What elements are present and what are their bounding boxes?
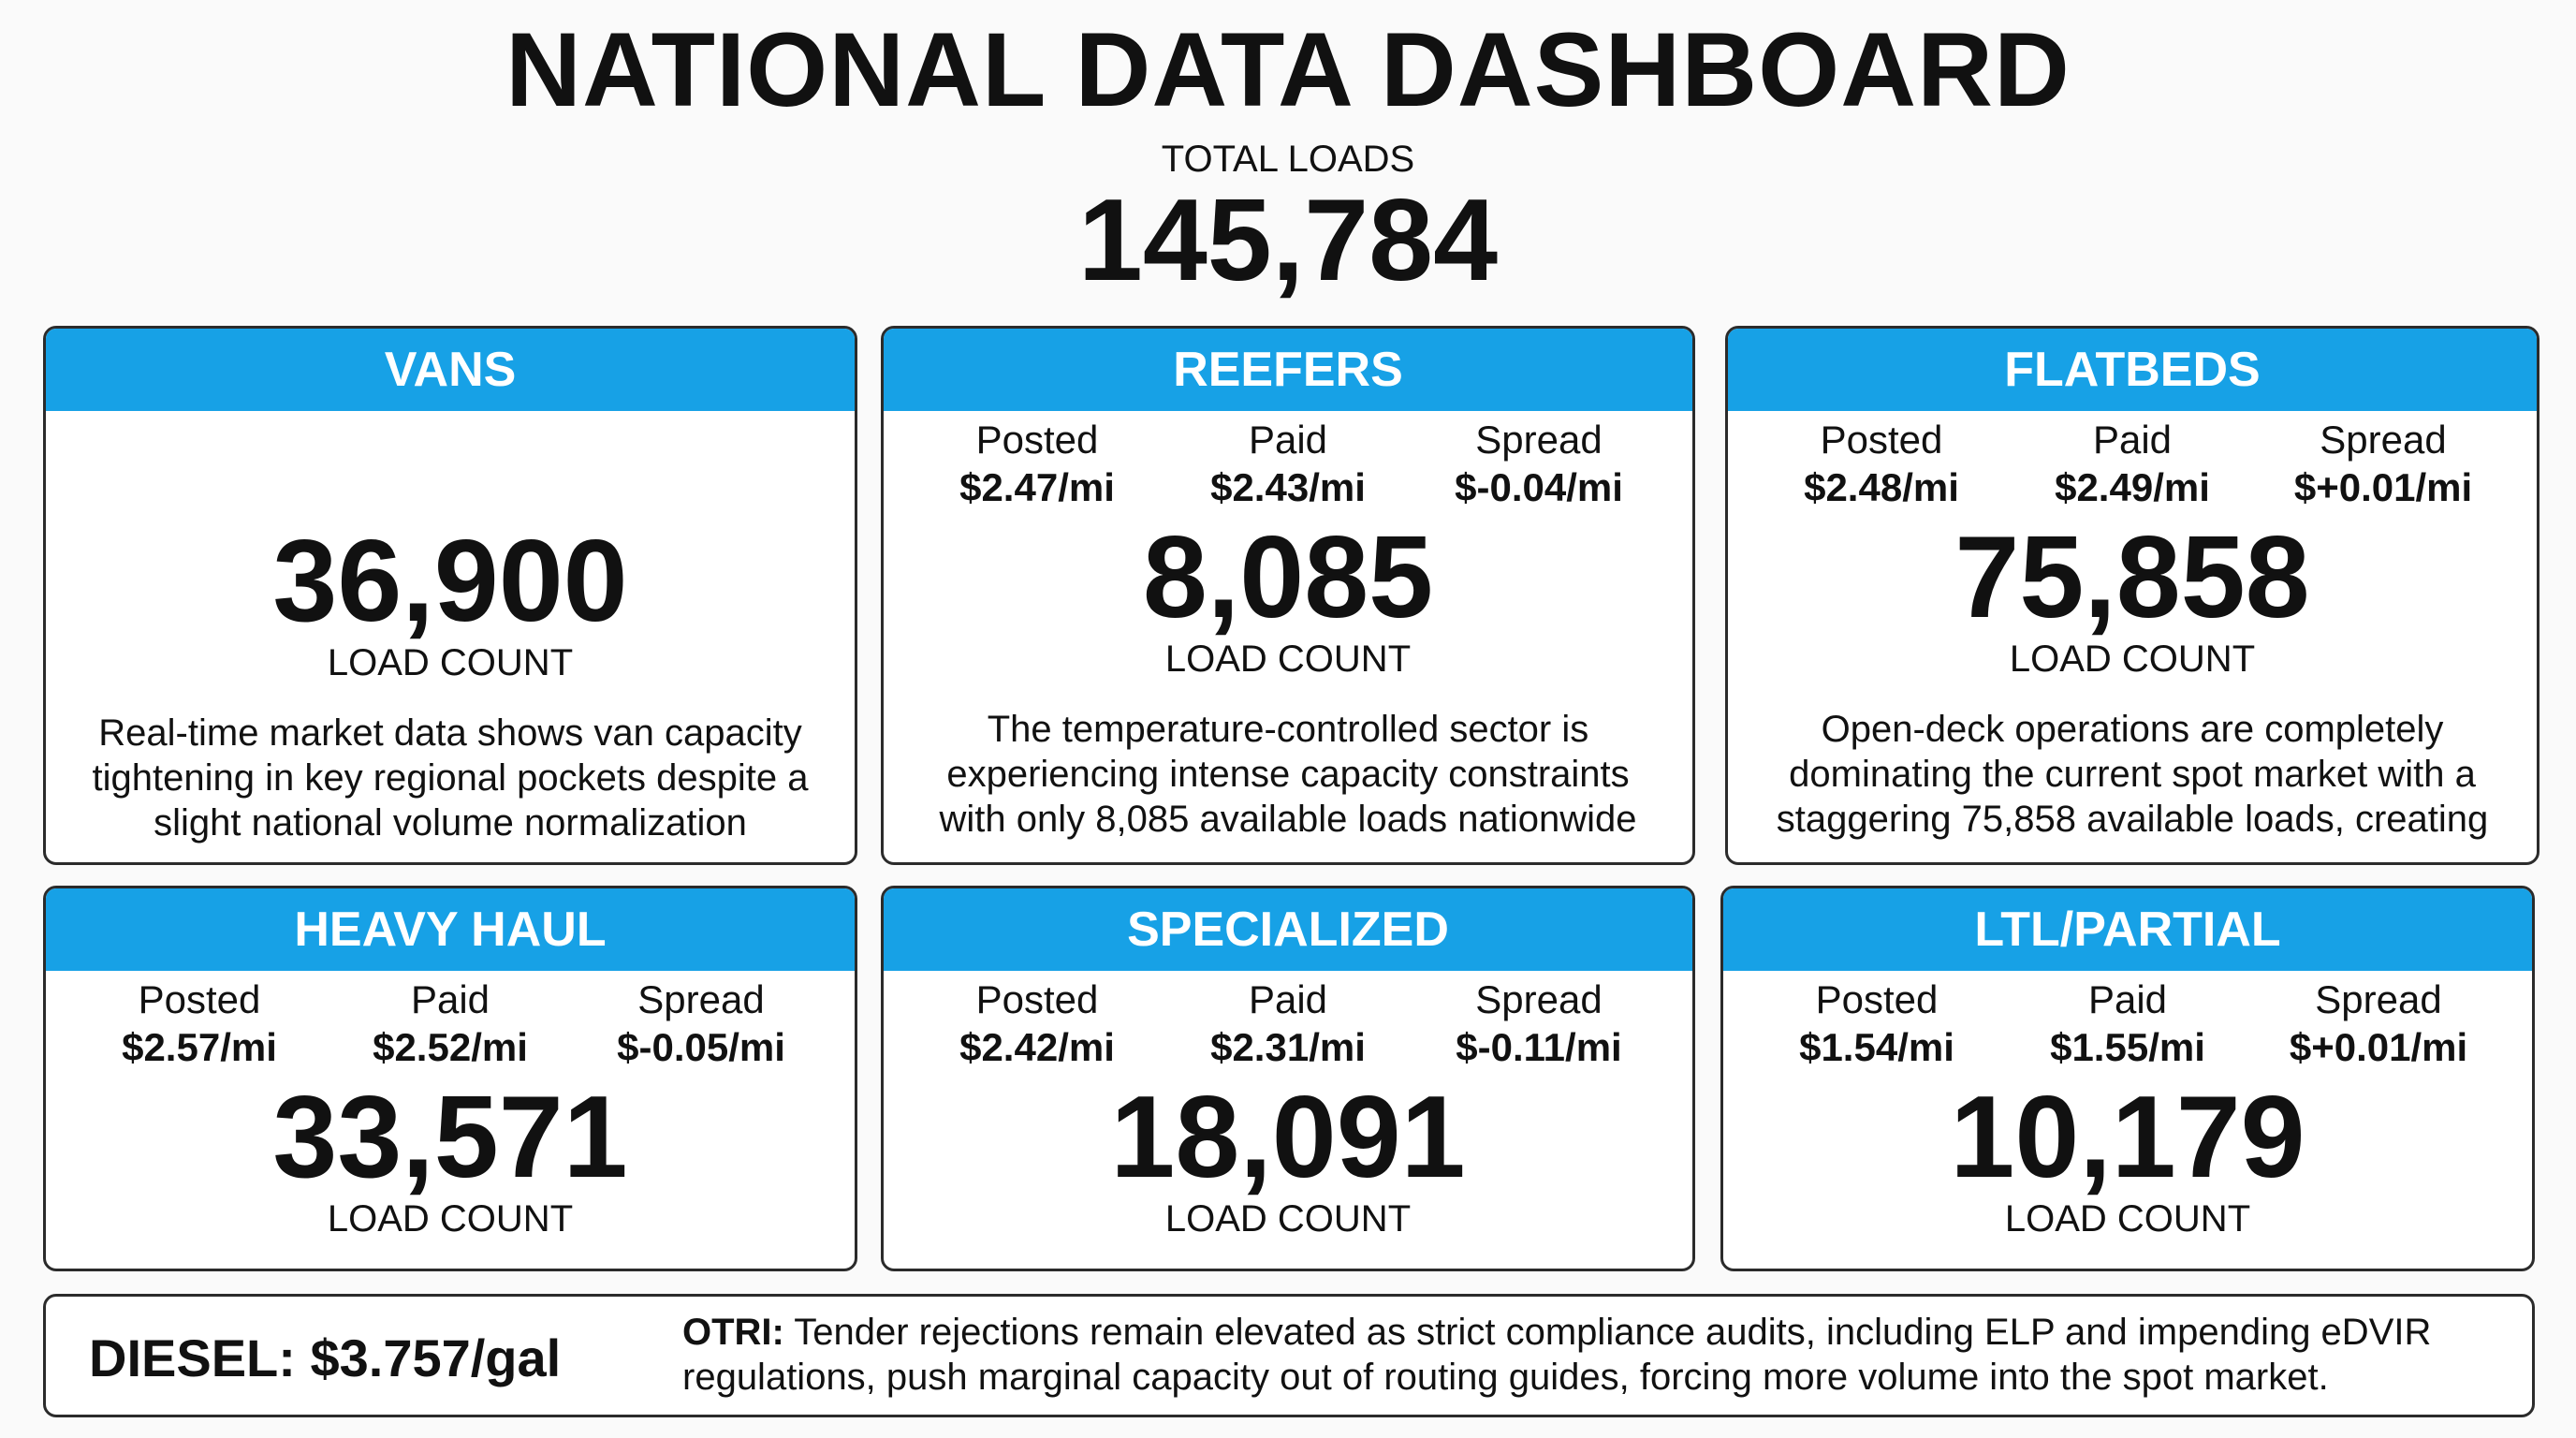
card-vans-count-label: LOAD COUNT [327, 642, 574, 683]
card-reefers-title: REEFERS [884, 329, 1692, 411]
total-loads-label: TOTAL LOADS [1161, 139, 1415, 180]
spread-stat: Spread $+0.01/mi [2259, 417, 2507, 514]
paid-label: Paid [2087, 977, 2168, 1021]
paid-value: $2.43/mi [1210, 465, 1366, 509]
card-flatbeds-title: FLATBEDS [1728, 329, 2537, 411]
posted-value: $1.54/mi [1799, 1025, 1954, 1069]
posted-value: $2.42/mi [959, 1025, 1115, 1069]
card-specialized-count-label: LOAD COUNT [1164, 1198, 1412, 1240]
spread-stat: Spread $-0.04/mi [1414, 417, 1662, 514]
spread-label: Spread [2315, 977, 2442, 1021]
spread-stat: Spread $-0.11/mi [1414, 976, 1662, 1074]
paid-value: $2.49/mi [2055, 465, 2210, 509]
otri-note: OTRI: Tender rejections remain elevated … [682, 1310, 2498, 1400]
card-reefers-description: The temperature-controlled sector is exp… [939, 709, 1637, 840]
posted-stat: Posted $2.48/mi [1757, 417, 2005, 514]
spread-value: $-0.04/mi [1455, 465, 1623, 509]
spread-label: Spread [637, 977, 765, 1021]
posted-label: Posted [975, 977, 1099, 1021]
paid-stat: Paid $2.49/mi [2008, 417, 2256, 514]
otri-label: OTRI: [682, 1312, 784, 1353]
otri-text: Tender rejections remain elevated as str… [682, 1312, 2432, 1398]
posted-label: Posted [138, 977, 261, 1021]
spread-label: Spread [1475, 418, 1603, 462]
footer-panel: DIESEL: $3.757/gal OTRI: Tender rejectio… [43, 1294, 2535, 1417]
posted-label: Posted [1815, 977, 1939, 1021]
spread-value: $-0.05/mi [617, 1025, 785, 1069]
paid-value: $1.55/mi [2050, 1025, 2205, 1069]
card-reefers-count: 8,085 [1142, 513, 1434, 642]
card-vans-title: VANS [46, 329, 855, 411]
paid-stat: Paid $2.52/mi [326, 976, 574, 1074]
posted-stat: Posted $2.57/mi [75, 976, 323, 1074]
card-flatbeds: FLATBEDS Posted $2.48/mi Paid $2.49/mi S… [1725, 326, 2539, 865]
card-ltl-partial-count-label: LOAD COUNT [2004, 1198, 2251, 1240]
paid-label: Paid [2092, 418, 2173, 462]
card-reefers: REEFERS Posted $2.47/mi Paid $2.43/mi Sp… [881, 326, 1695, 865]
card-reefers-stats: Posted $2.47/mi Paid $2.43/mi Spread $-0… [884, 411, 1692, 514]
card-specialized: SPECIALIZED Posted $2.42/mi Paid $2.31/m… [881, 886, 1695, 1271]
card-ltl-partial-count: 10,179 [1950, 1073, 2305, 1202]
spread-label: Spread [1475, 977, 1603, 1021]
card-specialized-stats: Posted $2.42/mi Paid $2.31/mi Spread $-0… [884, 971, 1692, 1074]
paid-stat: Paid $1.55/mi [2003, 976, 2251, 1074]
card-specialized-count: 18,091 [1110, 1073, 1466, 1202]
spread-value: $+0.01/mi [2293, 465, 2473, 509]
dashboard-title: NATIONAL DATA DASHBOARD [505, 11, 2071, 128]
card-heavy-haul-count-label: LOAD COUNT [327, 1198, 574, 1240]
card-vans-count: 36,900 [272, 517, 628, 646]
posted-stat: Posted $2.47/mi [913, 417, 1161, 514]
paid-stat: Paid $2.31/mi [1164, 976, 1412, 1074]
spread-label: Spread [2320, 418, 2447, 462]
card-vans-description: Real-time market data shows van capacity… [92, 712, 809, 844]
paid-value: $2.52/mi [373, 1025, 528, 1069]
diesel-price: DIESEL: $3.757/gal [89, 1328, 562, 1387]
paid-label: Paid [410, 977, 490, 1021]
card-flatbeds-description: Open-deck operations are completely domi… [1776, 709, 2489, 840]
card-ltl-partial-stats: Posted $1.54/mi Paid $1.55/mi Spread $+0… [1723, 971, 2532, 1074]
posted-stat: Posted $1.54/mi [1752, 976, 2000, 1074]
card-heavy-haul: HEAVY HAUL Posted $2.57/mi Paid $2.52/mi… [43, 886, 857, 1271]
card-ltl-partial-title: LTL/PARTIAL [1723, 888, 2532, 971]
paid-stat: Paid $2.43/mi [1164, 417, 1412, 514]
card-vans: VANS 36,900 LOAD COUNT Real-time market … [43, 326, 857, 865]
card-heavy-haul-count: 33,571 [272, 1073, 628, 1202]
posted-label: Posted [975, 418, 1099, 462]
posted-value: $2.48/mi [1804, 465, 1959, 509]
card-flatbeds-count: 75,858 [1954, 513, 2310, 642]
posted-value: $2.47/mi [959, 465, 1115, 509]
posted-label: Posted [1820, 418, 1943, 462]
card-flatbeds-stats: Posted $2.48/mi Paid $2.49/mi Spread $+0… [1728, 411, 2537, 514]
card-heavy-haul-title: HEAVY HAUL [46, 888, 855, 971]
card-heavy-haul-stats: Posted $2.57/mi Paid $2.52/mi Spread $-0… [46, 971, 855, 1074]
card-flatbeds-count-label: LOAD COUNT [2009, 638, 2256, 680]
paid-value: $2.31/mi [1210, 1025, 1366, 1069]
card-reefers-count-label: LOAD COUNT [1164, 638, 1412, 680]
total-loads-value: 145,784 [1077, 176, 1499, 305]
spread-value: $-0.11/mi [1456, 1025, 1622, 1069]
posted-stat: Posted $2.42/mi [913, 976, 1161, 1074]
paid-label: Paid [1248, 977, 1328, 1021]
paid-label: Paid [1248, 418, 1328, 462]
spread-stat: Spread $+0.01/mi [2254, 976, 2502, 1074]
spread-stat: Spread $-0.05/mi [577, 976, 825, 1074]
spread-value: $+0.01/mi [2289, 1025, 2468, 1069]
card-specialized-title: SPECIALIZED [884, 888, 1692, 971]
card-ltl-partial: LTL/PARTIAL Posted $1.54/mi Paid $1.55/m… [1720, 886, 2535, 1271]
posted-value: $2.57/mi [122, 1025, 277, 1069]
